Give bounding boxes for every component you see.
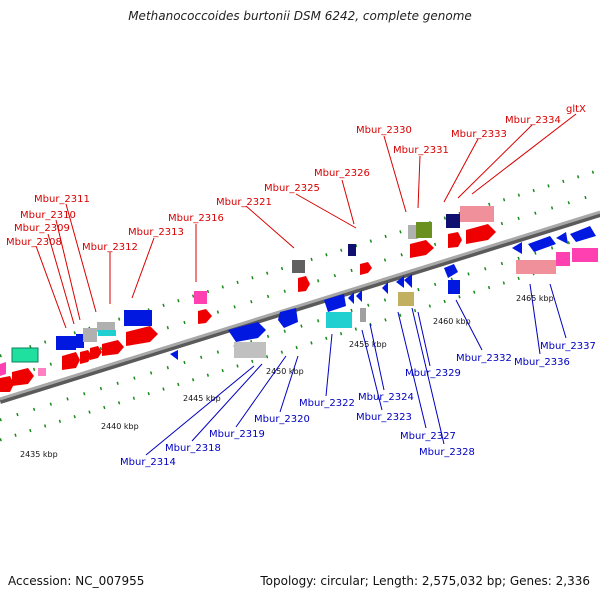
gene-label: Mbur_2324 — [358, 392, 414, 403]
gene-arrow — [444, 264, 458, 278]
gene-arrow — [102, 340, 124, 356]
gene-arrow — [360, 262, 372, 275]
gene-label: gltX — [566, 104, 586, 115]
gene-arrow — [170, 350, 178, 360]
gene-block — [83, 328, 97, 342]
gene-arrow — [448, 232, 462, 248]
gene-label: Mbur_2337 — [540, 341, 596, 352]
gene-label: Mbur_2329 — [405, 368, 461, 379]
map-mark — [280, 356, 298, 412]
gene-block — [124, 310, 152, 326]
gene-block — [556, 252, 570, 266]
gene-label: Mbur_2321 — [216, 197, 272, 208]
map-mark — [146, 366, 254, 455]
gene-arrow — [0, 362, 6, 376]
gene-block — [326, 312, 352, 328]
gene-label: Mbur_2323 — [356, 412, 412, 423]
gene-arrow — [410, 240, 434, 258]
gene-label: Mbur_2311 — [34, 194, 90, 205]
gene-label: Mbur_2327 — [400, 431, 456, 442]
gene-label: Mbur_2334 — [505, 115, 561, 126]
gene-arrow — [298, 276, 310, 292]
gene-label: Mbur_2310 — [20, 210, 76, 221]
gene-label: Mbur_2309 — [14, 223, 70, 234]
gene-block — [12, 348, 38, 362]
gene-label: Mbur_2322 — [299, 398, 355, 409]
gene-arrow — [528, 236, 556, 252]
map-mark — [246, 206, 294, 248]
gene-label: Mbur_2332 — [456, 353, 512, 364]
gene-block — [460, 206, 494, 222]
map-mark — [326, 334, 332, 396]
gene-block — [360, 308, 366, 322]
gene-block — [98, 330, 116, 336]
forward-leader-lines — [36, 114, 576, 328]
gene-block — [348, 244, 356, 256]
scale-label: 2455 kbp — [349, 340, 387, 349]
gene-label: Mbur_2318 — [165, 443, 221, 454]
gene-block — [234, 342, 266, 358]
scale-label: 2435 kbp — [20, 450, 58, 459]
gene-label: Mbur_2333 — [451, 129, 507, 140]
gene-label: Mbur_2331 — [393, 145, 449, 156]
gene-block — [416, 222, 432, 238]
gene-arrow — [466, 224, 496, 244]
gene-arrow — [570, 226, 596, 242]
gene-block — [572, 248, 598, 262]
map-mark — [370, 324, 384, 390]
topology-text: Topology: circular; Length: 2,575,032 bp… — [260, 574, 590, 588]
map-mark — [342, 180, 354, 224]
gene-label: Mbur_2320 — [254, 414, 310, 425]
gene-label: Mbur_2314 — [120, 457, 176, 468]
gene-label: Mbur_2319 — [209, 429, 265, 440]
forward-gene-labels: Mbur_2308 Mbur_2309 Mbur_2310 Mbur_2311 … — [6, 104, 586, 253]
map-mark — [36, 246, 66, 328]
gene-arrow — [12, 368, 34, 386]
accession-text: Accession: NC_007955 — [8, 574, 144, 588]
map-mark — [550, 284, 566, 338]
gene-label: Mbur_2336 — [514, 357, 570, 368]
gene-label: Mbur_2308 — [6, 237, 62, 248]
gene-arrow — [0, 376, 14, 392]
gene-block — [76, 334, 84, 348]
gene-label: Mbur_2312 — [82, 242, 138, 253]
gene-block — [194, 291, 207, 304]
scale-label: 2450 kbp — [266, 367, 304, 376]
gene-label: Mbur_2316 — [168, 213, 224, 224]
genome-map: 2435 kbp 2440 kbp 2445 kbp 2450 kbp 2455… — [0, 0, 600, 600]
gene-label: Mbur_2326 — [314, 168, 370, 179]
gene-arrow — [126, 326, 158, 346]
scale-label: 2440 kbp — [101, 422, 139, 431]
gene-arrow — [556, 232, 568, 244]
gene-arrow — [62, 352, 80, 370]
gene-block — [56, 336, 76, 350]
gene-block — [448, 280, 460, 294]
gene-label: Mbur_2328 — [419, 447, 475, 458]
gene-block — [38, 368, 46, 376]
gene-block — [516, 260, 556, 274]
gene-block — [398, 292, 414, 306]
gene-label: Mbur_2330 — [356, 125, 412, 136]
gene-label: Mbur_2325 — [264, 183, 320, 194]
gene-block — [446, 214, 460, 228]
scale-label: 2465 kbp — [516, 294, 554, 303]
gene-arrow — [198, 309, 212, 324]
map-mark — [444, 139, 478, 202]
map-mark — [418, 156, 420, 208]
gene-label: Mbur_2313 — [128, 227, 184, 238]
map-mark — [472, 114, 576, 194]
reverse-gene-labels: Mbur_2314 Mbur_2318 Mbur_2319 Mbur_2320 … — [120, 341, 596, 468]
gene-block — [292, 260, 305, 273]
